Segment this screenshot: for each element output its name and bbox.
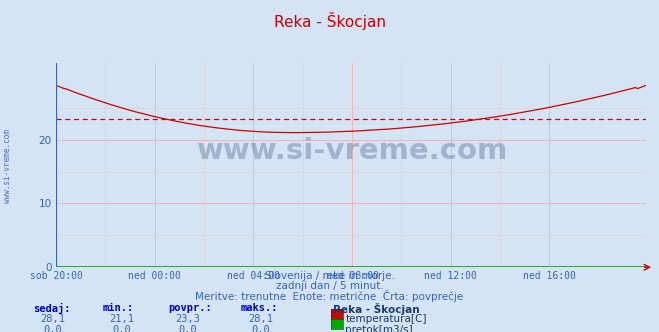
Text: povpr.:: povpr.: — [168, 303, 212, 313]
Text: 21,1: 21,1 — [109, 314, 134, 324]
Text: temperatura[C]: temperatura[C] — [345, 314, 427, 324]
Text: sedaj:: sedaj: — [33, 303, 71, 314]
Text: 28,1: 28,1 — [248, 314, 273, 324]
Text: maks.:: maks.: — [241, 303, 278, 313]
Text: Reka - Škocjan: Reka - Škocjan — [273, 12, 386, 30]
Text: www.si-vreme.com: www.si-vreme.com — [197, 137, 508, 165]
Text: 23,3: 23,3 — [175, 314, 200, 324]
Text: Meritve: trenutne  Enote: metrične  Črta: povprečje: Meritve: trenutne Enote: metrične Črta: … — [195, 290, 464, 302]
Text: 0,0: 0,0 — [251, 325, 270, 332]
Text: pretok[m3/s]: pretok[m3/s] — [345, 325, 413, 332]
Text: 0,0: 0,0 — [43, 325, 62, 332]
Text: Slovenija / reke in morje.: Slovenija / reke in morje. — [264, 271, 395, 281]
Text: min.:: min.: — [102, 303, 133, 313]
Text: Reka - Škocjan: Reka - Škocjan — [333, 303, 419, 315]
Text: www.si-vreme.com: www.si-vreme.com — [3, 129, 13, 203]
Text: 0,0: 0,0 — [179, 325, 197, 332]
Text: zadnji dan / 5 minut.: zadnji dan / 5 minut. — [275, 281, 384, 290]
Text: 28,1: 28,1 — [40, 314, 65, 324]
Text: 0,0: 0,0 — [113, 325, 131, 332]
